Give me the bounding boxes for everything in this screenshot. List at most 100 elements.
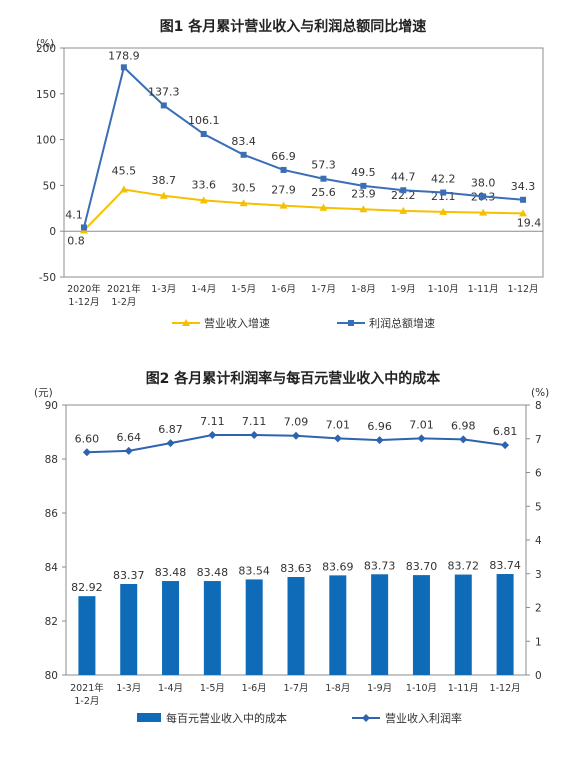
- chart1-data-label: 83.4: [231, 135, 256, 148]
- chart1-data-label: 49.5: [351, 166, 376, 179]
- chart1-y-tick-label: -50: [39, 272, 56, 284]
- chart2-bar: [329, 575, 347, 675]
- chart1-data-label: 45.5: [112, 165, 137, 178]
- chart1-point-revenue: [359, 205, 368, 213]
- chart2-right-tick-label: 5: [535, 501, 542, 513]
- chart1-y-tick-label: 200: [36, 43, 56, 55]
- chart1-point-revenue: [279, 201, 288, 209]
- chart1-x-tick-label: 2021年: [107, 283, 141, 295]
- chart2-bar-label: 82.92: [71, 581, 103, 594]
- chart2-left-tick-label: 82: [45, 616, 58, 628]
- chart2-bar-label: 83.69: [322, 560, 354, 573]
- chart2-right-tick-label: 1: [535, 636, 542, 648]
- chart1-x-tick-label: 1-11月: [468, 284, 499, 295]
- chart2-margin-label: 7.09: [284, 416, 309, 429]
- chart2-bar: [78, 596, 96, 675]
- chart2-right-tick-label: 7: [535, 434, 542, 446]
- chart2-margin-label: 7.11: [200, 415, 225, 428]
- chart2-margin-point: [166, 439, 175, 448]
- chart1-x-tick-label: 1-3月: [151, 284, 176, 295]
- chart1-data-label: 27.9: [271, 184, 296, 197]
- chart2-left-tick-label: 86: [45, 508, 59, 520]
- chart2-right-tick-label: 3: [535, 569, 542, 581]
- chart2-margin-label: 6.98: [451, 419, 476, 432]
- chart2-x-tick-label: 1-9月: [367, 683, 392, 694]
- chart1-data-label: 137.3: [148, 85, 180, 98]
- chart1-point-revenue: [519, 209, 528, 217]
- chart2-bar-label: 83.48: [197, 566, 229, 579]
- chart2-margin-label: 6.96: [367, 420, 392, 433]
- chart1-point-profit: [360, 182, 367, 189]
- legend-revenue-label: 营业收入增速: [204, 316, 270, 330]
- chart2-margin-label: 7.11: [242, 415, 267, 428]
- chart1-point-profit: [520, 196, 527, 203]
- chart2-x-tick-label: 1-2月: [74, 696, 99, 707]
- chart1-point-profit: [200, 131, 207, 138]
- chart2-left-tick-label: 84: [45, 562, 59, 574]
- chart2-bar-label: 83.74: [489, 559, 521, 572]
- chart1-x-tick-label: 1-7月: [311, 284, 336, 295]
- chart2-margin-point: [501, 441, 510, 450]
- chart1-x-tick-label: 1-12月: [68, 297, 99, 308]
- chart1-point-revenue: [319, 203, 328, 211]
- chart2-x-tick-label: 1-10月: [406, 683, 437, 694]
- chart1-unit: (%): [36, 38, 54, 50]
- legend-cost-label: 每百元营业收入中的成本: [166, 711, 287, 725]
- chart1-point-profit: [240, 151, 247, 158]
- chart1-data-label: 57.3: [311, 159, 336, 172]
- chart1-y-tick-label: 0: [49, 226, 56, 238]
- legend-profit-label: 利润总额增速: [369, 316, 435, 330]
- chart2-bar-label: 83.72: [448, 560, 480, 573]
- chart1-x-tick-label: 1-8月: [351, 284, 376, 295]
- chart1-point-revenue: [159, 191, 168, 199]
- chart1-y-tick-label: 150: [36, 89, 56, 101]
- chart1-data-label: 23.9: [351, 187, 376, 200]
- chart2-x-tick-label: 2021年: [70, 682, 104, 694]
- legend-cost-swatch: [137, 713, 161, 722]
- chart2-margin-point: [417, 434, 426, 443]
- chart1-point-profit: [400, 187, 407, 194]
- chart2-bar-label: 83.37: [113, 569, 145, 582]
- chart2-margin-point: [333, 434, 342, 443]
- chart2-x-tick-label: 1-11月: [448, 683, 479, 694]
- chart1-y-tick-label: 50: [43, 180, 56, 192]
- chart1-data-label: 30.5: [231, 181, 256, 194]
- chart2-bar: [287, 576, 305, 675]
- chart2-margin-point: [82, 448, 91, 457]
- chart1-series-line-1: [82, 65, 524, 228]
- chart2-margin-point: [124, 446, 133, 455]
- chart2-margin-label: 6.81: [493, 425, 518, 438]
- chart1-point-revenue: [199, 196, 208, 204]
- chart1-x-tick-label: 1-4月: [191, 284, 216, 295]
- chart1-data-label: 22.2: [391, 189, 416, 202]
- chart1-point-profit: [160, 102, 167, 109]
- chart1-data-label: 33.6: [191, 178, 216, 191]
- chart1-x-tick-label: 2020年: [67, 283, 101, 295]
- chart2-bar-label: 83.63: [280, 562, 312, 575]
- chart2-right-tick-label: 2: [535, 603, 542, 615]
- chart1-data-label: 42.2: [431, 173, 456, 186]
- chart2-margin-point: [250, 431, 259, 440]
- chart2-bar-label: 83.70: [406, 560, 438, 573]
- chart1-data-label: 44.7: [391, 170, 416, 183]
- chart2-bar-label: 83.73: [364, 559, 396, 572]
- chart2-bar: [203, 581, 221, 675]
- chart2-x-tick-label: 1-12月: [490, 683, 521, 694]
- chart2-x-tick-label: 1-4月: [158, 683, 183, 694]
- chart2-right-tick-label: 8: [535, 400, 542, 412]
- chart2-margin-label: 6.60: [75, 432, 100, 445]
- chart2-bar: [245, 579, 263, 675]
- chart2-x-tick-label: 1-5月: [200, 683, 225, 694]
- chart1-x-tick-label: 1-6月: [271, 284, 296, 295]
- chart2-bar-label: 83.54: [238, 564, 270, 577]
- legend-margin-label: 营业收入利润率: [385, 711, 462, 725]
- chart2-x-tick-label: 1-7月: [283, 683, 308, 694]
- chart2-margin-label: 7.01: [409, 418, 434, 431]
- chart1-point-revenue: [439, 207, 448, 215]
- chart1-data-label: 66.9: [271, 150, 296, 163]
- chart2-bar: [162, 581, 180, 675]
- chart2-bar: [371, 574, 389, 675]
- chart2-left-tick-label: 80: [45, 670, 58, 682]
